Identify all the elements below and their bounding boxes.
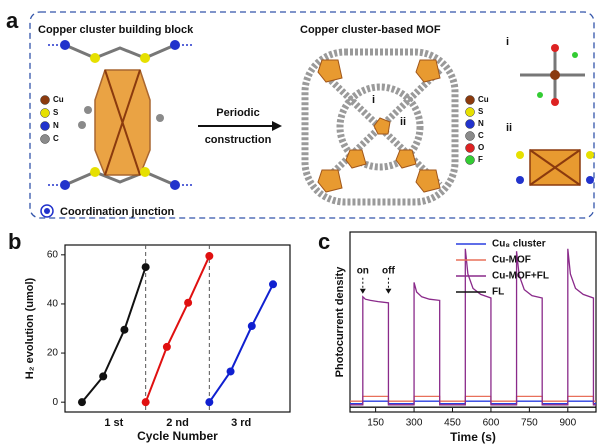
panel-letter: a (6, 8, 19, 33)
key-label: Cu (53, 95, 64, 104)
series-line (350, 395, 596, 402)
mof-clusters (317, 59, 441, 193)
mof-label: i (372, 94, 375, 106)
key-dot (40, 108, 50, 118)
series-line (144, 255, 211, 403)
mof-structure (301, 48, 459, 206)
key-dot (465, 143, 475, 153)
junction-label: Coordination junction (60, 206, 175, 218)
annotation-arrowhead (385, 288, 392, 294)
series-line (81, 266, 147, 403)
data-point (99, 372, 108, 381)
key-label: N (478, 119, 484, 128)
data-point (184, 298, 193, 307)
legend-label: Cu₈ cluster (492, 239, 546, 250)
legend-label: Cu-MOF (492, 255, 531, 266)
cluster-structure (48, 40, 192, 190)
y-tick-label: 20 (47, 348, 59, 359)
key-dot (465, 107, 475, 117)
plot-frame (349, 231, 597, 413)
data-point (141, 398, 150, 407)
data-point (162, 342, 171, 351)
key-dot (465, 131, 475, 141)
key-label: C (478, 131, 484, 140)
key-dot (465, 155, 475, 165)
x-tick-label: 150 (367, 418, 384, 429)
x-axis-label: Time (s) (450, 430, 496, 444)
y-axis-label: H₂ evolution (umol) (24, 277, 36, 379)
y-tick-label: 0 (52, 397, 58, 408)
arrow (198, 121, 282, 131)
data-point (205, 252, 214, 261)
series-line (208, 283, 274, 403)
x-tick-label: 300 (406, 418, 423, 429)
key-label: S (478, 107, 484, 116)
key-label: Cu (478, 95, 489, 104)
x-category-label: 3 rd (231, 417, 251, 429)
annotation: on (357, 265, 369, 276)
arrow-label: construction (205, 134, 272, 146)
inset-label: ii (506, 122, 512, 134)
annotation-arrowhead (359, 288, 366, 294)
panel-title: Copper cluster-based MOF (300, 24, 441, 36)
x-category-label: 1 st (104, 417, 123, 429)
inset-label: i (506, 36, 509, 48)
key-dot (40, 95, 50, 105)
key-label: C (53, 134, 59, 143)
x-tick-label: 600 (483, 418, 500, 429)
insets (516, 44, 594, 186)
key-dot (465, 95, 475, 105)
legend-label: FL (492, 287, 504, 298)
mof-label: ii (400, 116, 406, 128)
key-label: F (478, 155, 483, 164)
x-tick-label: 450 (444, 418, 461, 429)
y-tick-label: 60 (47, 249, 59, 260)
plot-frame (64, 244, 291, 413)
data-point (120, 325, 129, 334)
data-point (247, 322, 256, 331)
panel-title: Copper cluster building block (38, 24, 194, 36)
key-dot (40, 121, 50, 131)
x-category-label: 2 nd (166, 417, 189, 429)
y-tick-label: 40 (47, 299, 59, 310)
x-axis-label: Cycle Number (137, 429, 218, 443)
key-label: O (478, 143, 484, 152)
data-point (226, 367, 235, 376)
junction-icon (40, 204, 54, 218)
x-tick-label: 900 (559, 418, 576, 429)
legend-label: Cu-MOF+FL (492, 271, 549, 282)
arrow-label: Periodic (216, 107, 259, 119)
key-label: S (53, 108, 59, 117)
data-point (269, 280, 278, 289)
annotation: off (382, 265, 395, 276)
panel-a-frame (29, 11, 595, 219)
panel-letter: b (8, 229, 21, 254)
data-point (141, 263, 150, 272)
key-dot (465, 119, 475, 129)
y-axis-label: Photocurrent density (334, 266, 346, 378)
key-label: N (53, 121, 59, 130)
key-dot (40, 134, 50, 144)
panel-letter: c (318, 229, 330, 254)
series-line (350, 248, 596, 406)
x-tick-label: 750 (521, 418, 538, 429)
data-point (205, 398, 214, 407)
data-point (77, 398, 86, 407)
